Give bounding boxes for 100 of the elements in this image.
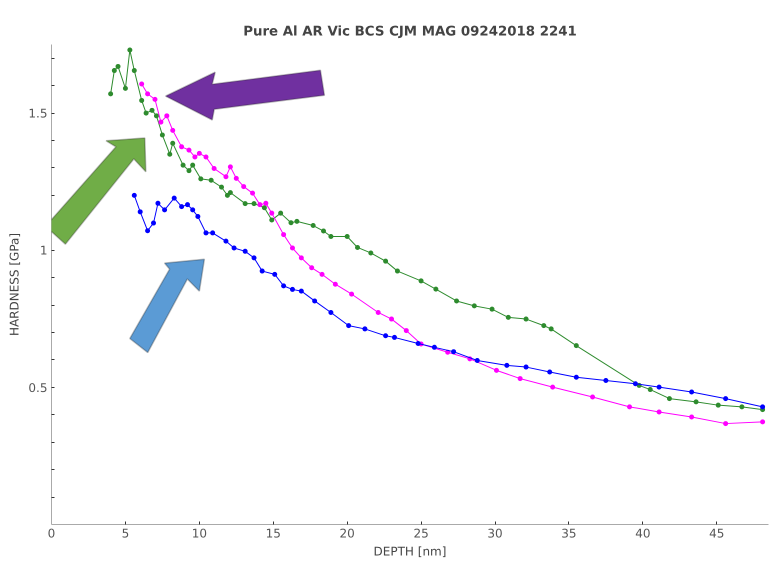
point — [689, 414, 694, 420]
point — [186, 168, 192, 174]
point — [355, 244, 360, 250]
y-axis-title: HARDNESS [GPa] — [7, 232, 22, 336]
point — [122, 86, 128, 91]
point — [164, 113, 170, 118]
point — [451, 349, 456, 354]
point — [656, 384, 662, 390]
point — [162, 207, 168, 212]
point — [362, 326, 368, 332]
point — [223, 174, 228, 180]
point — [145, 91, 150, 96]
point — [252, 255, 257, 260]
point — [232, 246, 237, 251]
point — [281, 283, 286, 288]
point — [269, 210, 274, 216]
point — [108, 91, 114, 96]
point — [383, 258, 388, 264]
point — [155, 200, 160, 206]
point — [160, 132, 165, 138]
point — [180, 162, 186, 168]
x-tick-label: 35 — [561, 526, 577, 540]
point — [524, 364, 529, 370]
point — [328, 234, 334, 239]
point — [716, 402, 721, 408]
point — [241, 184, 246, 190]
point — [332, 282, 338, 287]
y-tick-label: 0.5 — [28, 380, 48, 395]
point — [170, 140, 176, 146]
point — [219, 184, 224, 190]
point — [260, 268, 265, 274]
x-tick-label: 25 — [413, 526, 429, 540]
point — [242, 248, 248, 254]
point — [689, 390, 694, 395]
point — [154, 113, 159, 118]
point — [228, 190, 233, 196]
point — [454, 298, 460, 304]
point — [541, 323, 546, 328]
point — [198, 176, 204, 182]
point — [432, 344, 437, 350]
point — [150, 108, 155, 113]
point — [312, 298, 318, 304]
point — [208, 178, 214, 183]
point — [321, 228, 326, 234]
x-tick-label: 0 — [48, 526, 56, 540]
point — [433, 286, 438, 292]
point — [250, 190, 256, 196]
y-tick-label: 1.5 — [28, 106, 48, 121]
point — [550, 384, 556, 390]
point — [474, 358, 480, 363]
point — [203, 154, 208, 160]
point — [518, 376, 523, 382]
point — [603, 378, 608, 383]
point — [723, 396, 728, 402]
point — [574, 343, 579, 348]
point — [404, 328, 409, 334]
point — [627, 404, 632, 410]
x-axis-title: DEPTH [nm] — [374, 544, 446, 558]
point — [394, 268, 400, 274]
point — [195, 214, 200, 219]
point — [252, 201, 257, 206]
point — [290, 246, 295, 251]
point — [376, 310, 381, 315]
x-tick-label: 30 — [487, 526, 503, 540]
point — [416, 340, 421, 346]
point — [139, 98, 144, 103]
point — [127, 47, 132, 52]
point — [723, 421, 728, 426]
point — [290, 286, 295, 292]
point — [139, 82, 144, 86]
point — [192, 154, 198, 160]
point — [666, 396, 672, 402]
point — [242, 201, 248, 206]
point — [116, 64, 121, 69]
point — [212, 166, 217, 171]
point — [472, 303, 477, 308]
point — [263, 200, 268, 206]
point — [328, 310, 334, 315]
point — [170, 128, 176, 133]
point — [145, 228, 150, 234]
point — [167, 152, 172, 157]
point — [196, 150, 202, 156]
point — [383, 333, 388, 338]
point — [269, 218, 274, 223]
x-tick-label: 45 — [709, 526, 724, 540]
point — [228, 164, 233, 170]
point — [132, 68, 137, 74]
chart-title: Pure Al AR Vic BCS CJM MAG 09242018 2241 — [243, 24, 577, 40]
point — [494, 368, 499, 373]
point — [172, 196, 177, 201]
point — [490, 306, 495, 312]
point — [132, 192, 137, 198]
point — [656, 410, 662, 415]
x-tick-label: 15 — [266, 526, 281, 540]
point — [257, 202, 262, 208]
point — [418, 278, 424, 284]
point — [368, 250, 374, 256]
point — [632, 381, 638, 386]
point — [392, 334, 397, 340]
point — [179, 144, 184, 150]
